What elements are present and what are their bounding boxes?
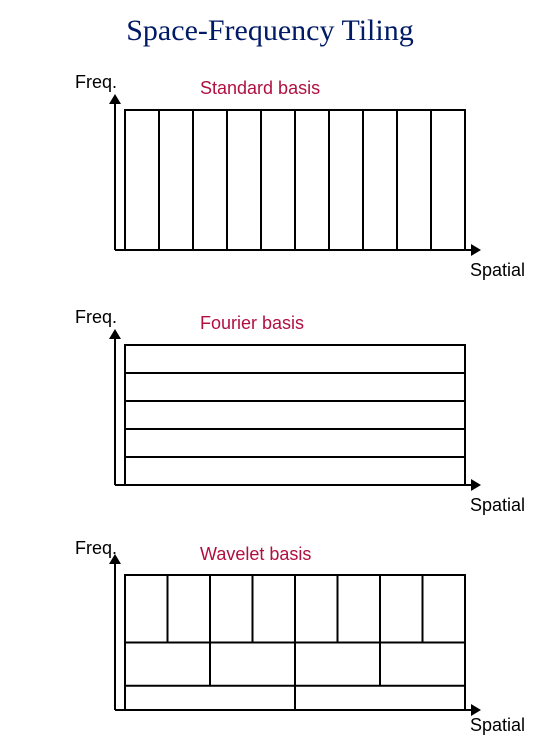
standard-tiling-plot bbox=[105, 90, 485, 270]
wavelet-tiling-plot bbox=[105, 550, 485, 730]
slide-title: Space-Frequency Tiling bbox=[0, 14, 540, 48]
fourier-tiling-plot bbox=[105, 325, 485, 505]
